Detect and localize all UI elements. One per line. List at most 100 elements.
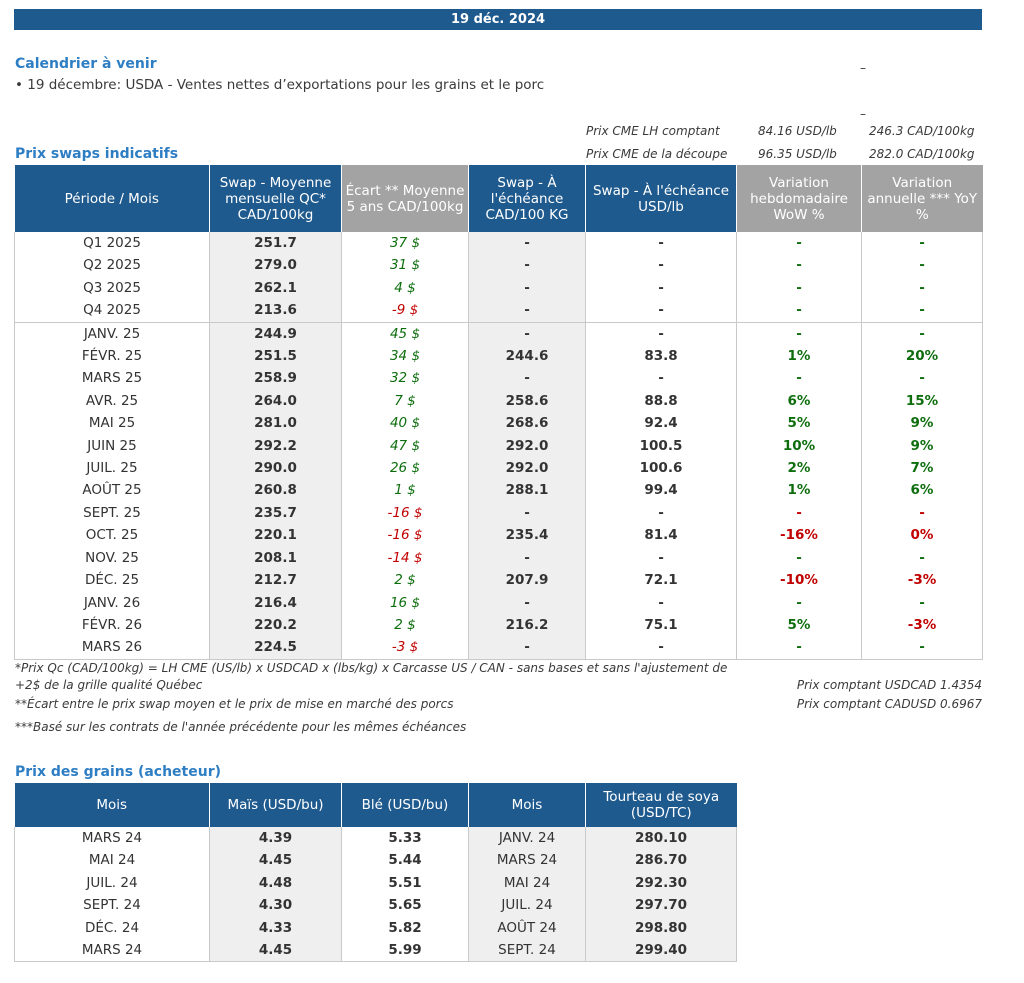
table-row: MAI 24 4.45 5.44 MARS 24 286.70 <box>14 849 737 872</box>
calendar-item: • 19 décembre: USDA - Ventes nettes d’ex… <box>15 77 545 93</box>
yoy-cell: 20% <box>861 345 983 368</box>
table-row: FÉVR. 25 251.5 34 $244.6 83.8 1% 20% <box>14 345 983 368</box>
wow-cell: 6% <box>736 389 862 413</box>
swap-cad-cell: - <box>468 321 586 346</box>
swap-monthly-cell: 220.1 <box>209 524 342 547</box>
period-cell: MAI 25 <box>14 412 210 435</box>
yoy-cell: - <box>861 321 983 346</box>
soymeal-price-cell: 298.80 <box>585 916 737 940</box>
swap-usd-cell: - <box>585 591 737 614</box>
swap-cad-cell: 207.9 <box>468 569 586 592</box>
ecart-cell: 16 $ <box>341 591 469 614</box>
swap-cad-cell: - <box>468 367 586 390</box>
soymeal-price-cell: 299.40 <box>585 939 737 963</box>
soy-month-cell: SEPT. 24 <box>468 939 586 963</box>
soy-month-cell: JANV. 24 <box>468 827 586 850</box>
period-cell: JUIL. 25 <box>14 457 210 480</box>
swap-usd-cell: - <box>585 321 737 346</box>
footnote-1: *Prix Qc (CAD/100kg) = LH CME (US/lb) x … <box>15 661 728 675</box>
swap-cad-cell: 258.6 <box>468 389 586 413</box>
table-row: AVR. 25 264.0 7 $258.6 88.8 6% 15% <box>14 389 983 413</box>
period-cell: SEPT. 25 <box>14 501 210 525</box>
table-row: FÉVR. 26 220.2 2 $216.2 75.1 5% -3% <box>14 613 983 637</box>
swap-monthly-cell: 292.2 <box>209 434 342 458</box>
table-row: JANV. 25 244.9 45 $ - - - - <box>14 321 983 346</box>
wow-cell: - <box>736 591 862 614</box>
wheat-price-cell: 5.33 <box>341 827 469 850</box>
cme-cutout-cad: 282.0 CAD/100kg <box>869 147 975 161</box>
ecart-cell: 2 $ <box>341 613 469 637</box>
wow-cell: - <box>736 367 862 390</box>
table-row: OCT. 25 220.1 -16 $235.4 81.4 -16% 0% <box>14 524 983 547</box>
yoy-cell: - <box>861 636 983 660</box>
header-swap-monthly: Swap - Moyenne mensuelle QC* CAD/100kg <box>209 165 342 232</box>
swap-monthly-cell: 290.0 <box>209 457 342 480</box>
cme-cutout-usd: 96.35 USD/lb <box>758 147 837 161</box>
wheat-price-cell: 5.65 <box>341 894 469 917</box>
swap-usd-cell: 72.1 <box>585 569 737 592</box>
table-row: MAI 25 281.0 40 $268.6 92.4 5% 9% <box>14 412 983 435</box>
swap-monthly-cell: 208.1 <box>209 546 342 570</box>
soy-month-cell: MAI 24 <box>468 871 586 895</box>
wheat-price-cell: 5.51 <box>341 871 469 895</box>
swap-monthly-cell: 244.9 <box>209 321 342 346</box>
period-cell: FÉVR. 25 <box>14 345 210 368</box>
ecart-cell: 47 $ <box>341 434 469 458</box>
swap-usd-cell: - <box>585 254 737 277</box>
wow-cell: 2% <box>736 457 862 480</box>
yoy-cell: - <box>861 591 983 614</box>
ecart-cell: -16 $ <box>341 524 469 547</box>
ecart-cell: 26 $ <box>341 457 469 480</box>
soymeal-price-cell: 286.70 <box>585 849 737 872</box>
swap-usd-cell: 92.4 <box>585 412 737 435</box>
period-cell: Q4 2025 <box>14 299 210 323</box>
swap-cad-cell: 235.4 <box>468 524 586 547</box>
swap-monthly-cell: 216.4 <box>209 591 342 614</box>
swap-usd-cell: - <box>585 276 737 300</box>
corn-price-cell: 4.45 <box>209 939 342 963</box>
table-row: MARS 24 4.45 5.99 SEPT. 24 299.40 <box>14 939 737 963</box>
swap-cad-cell: - <box>468 276 586 300</box>
table-row: SEPT. 24 4.30 5.65 JUIL. 24 297.70 <box>14 894 737 917</box>
yoy-cell: - <box>861 367 983 390</box>
fx-cadusd: Prix comptant CADUSD 0.6967 <box>796 697 982 711</box>
period-cell: OCT. 25 <box>14 524 210 547</box>
swap-usd-cell: - <box>585 546 737 570</box>
yoy-cell: 15% <box>861 389 983 413</box>
wheat-price-cell: 5.44 <box>341 849 469 872</box>
dash-marker: – <box>860 61 866 75</box>
ecart-cell: -16 $ <box>341 501 469 525</box>
table-row: Q4 2025 213.6 -9 $ - - - - <box>14 299 983 323</box>
swap-usd-cell: 81.4 <box>585 524 737 547</box>
swap-monthly-cell: 258.9 <box>209 367 342 390</box>
cme-lh-cad: 246.3 CAD/100kg <box>869 124 975 138</box>
grain-month-cell: MAI 24 <box>14 849 210 872</box>
swap-monthly-cell: 251.5 <box>209 345 342 368</box>
wow-cell: - <box>736 276 862 300</box>
swap-cad-cell: - <box>468 299 586 323</box>
ecart-cell: 34 $ <box>341 345 469 368</box>
table-row: JUIN 25 292.2 47 $292.0 100.5 10% 9% <box>14 434 983 458</box>
cme-lh-usd: 84.16 USD/lb <box>758 124 837 138</box>
swap-monthly-cell: 212.7 <box>209 569 342 592</box>
swap-monthly-cell: 279.0 <box>209 254 342 277</box>
swap-cad-cell: 288.1 <box>468 479 586 502</box>
grain-month-cell: SEPT. 24 <box>14 894 210 917</box>
header-wow: Variation hebdomadaire WoW % <box>736 165 862 232</box>
wow-cell: -16% <box>736 524 862 547</box>
grain-month-cell: JUIL. 24 <box>14 871 210 895</box>
wow-cell: - <box>736 636 862 660</box>
period-cell: AOÛT 25 <box>14 479 210 502</box>
swap-cad-cell: - <box>468 546 586 570</box>
swap-cad-cell: - <box>468 254 586 277</box>
table-row: Q2 2025 279.0 31 $ - - - - <box>14 254 983 277</box>
swap-cad-cell: 292.0 <box>468 434 586 458</box>
swap-cad-cell: 292.0 <box>468 457 586 480</box>
swap-monthly-cell: 251.7 <box>209 232 342 255</box>
wow-cell: 5% <box>736 613 862 637</box>
swap-monthly-cell: 281.0 <box>209 412 342 435</box>
header-period: Période / Mois <box>14 165 210 232</box>
wow-cell: -10% <box>736 569 862 592</box>
grains-table: Mois Maïs (USD/bu) Blé (USD/bu) Mois Tou… <box>14 783 737 963</box>
wow-cell: - <box>736 299 862 323</box>
